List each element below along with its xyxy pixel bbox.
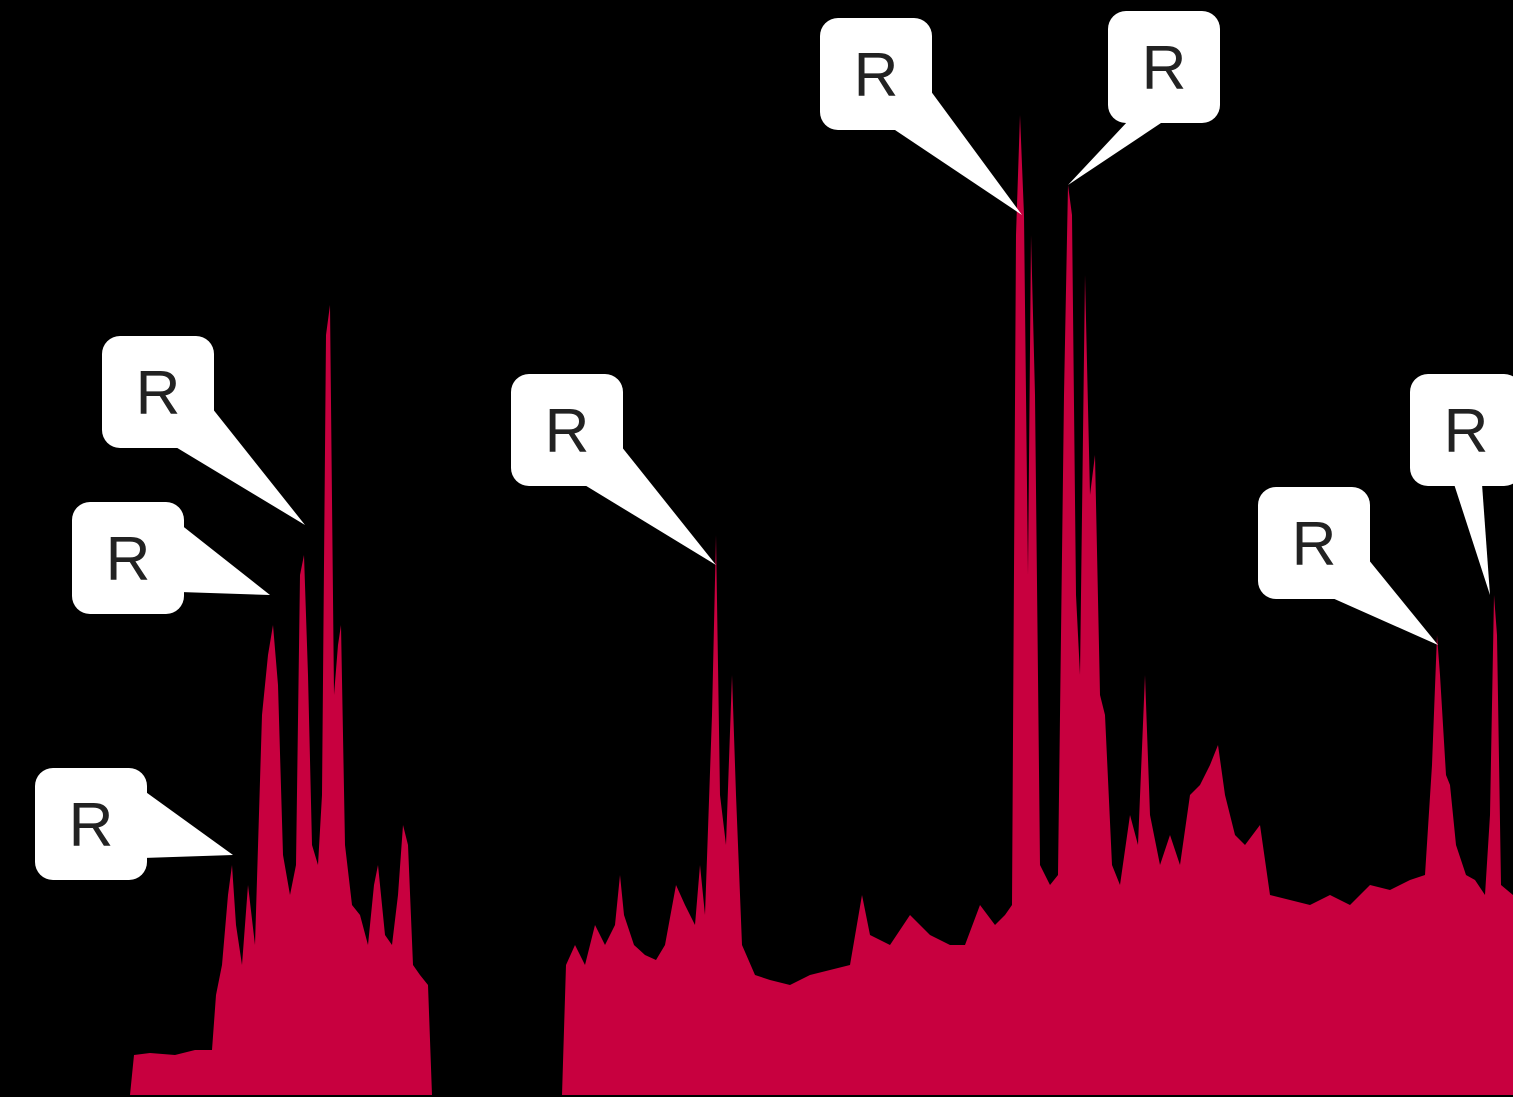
callout-box: [511, 374, 623, 486]
callout-label: R: [545, 397, 590, 466]
area-series: [0, 115, 1513, 1095]
callout-label: R: [136, 359, 181, 428]
callout-label: R: [1444, 397, 1489, 466]
callout-pointer: [180, 524, 270, 595]
callout-label: R: [1142, 34, 1187, 103]
callouts: R R R R R R R R: [35, 11, 1513, 880]
callout-label: R: [106, 525, 151, 594]
callout-label: R: [69, 791, 114, 860]
callout-box: [35, 768, 147, 880]
callout-box: [1410, 374, 1513, 486]
callout-pointer: [1068, 121, 1164, 185]
callout-box: [1108, 11, 1220, 123]
callout-box: [72, 502, 184, 614]
callout-box: [820, 18, 932, 130]
callout-pointer: [1454, 484, 1490, 595]
callout-box: [1258, 487, 1370, 599]
callout-pointer: [143, 790, 233, 858]
callout-box: [102, 336, 214, 448]
callout-label: R: [1292, 510, 1337, 579]
callout-label: R: [854, 41, 899, 110]
